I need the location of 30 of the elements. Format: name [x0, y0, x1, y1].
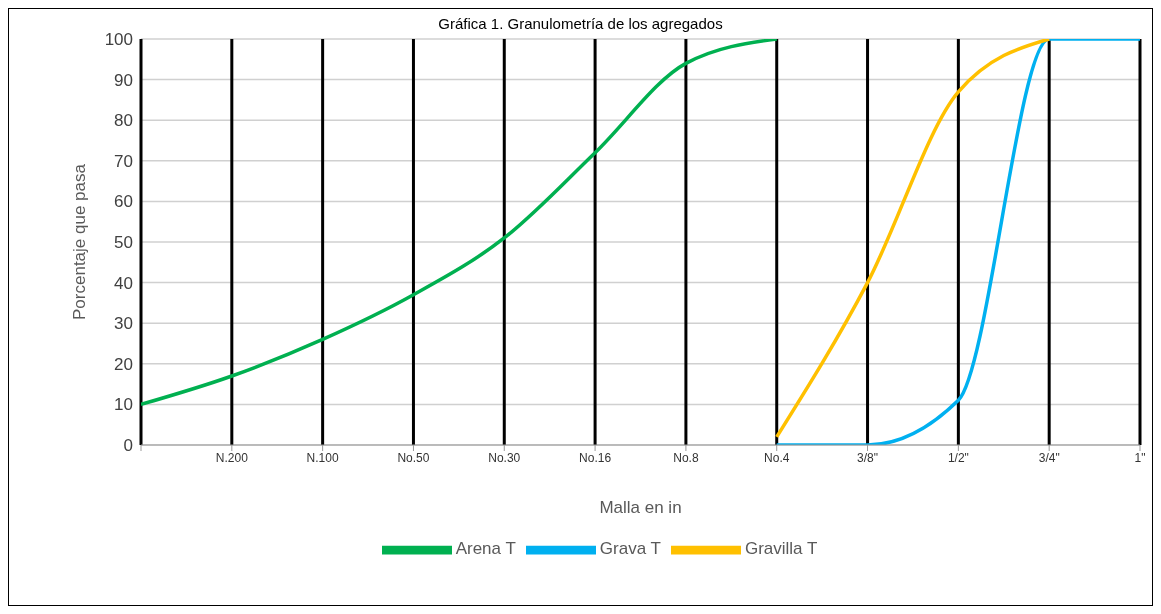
y-tick-label: 30 [114, 314, 133, 334]
x-tick-label: N.200 [215, 450, 249, 465]
y-tick-label: 50 [114, 233, 133, 253]
x-tick-label: No.8 [673, 450, 699, 465]
legend-label: Grava T [599, 539, 661, 559]
x-tick-label: No.16 [579, 450, 612, 465]
x-tick-label: No.50 [397, 450, 430, 465]
y-tick-label: 90 [114, 70, 133, 90]
x-tick-label: No.30 [488, 450, 521, 465]
y-tick-label: 70 [114, 151, 133, 171]
y-tick-label: 20 [114, 354, 133, 374]
y-tick-label: 10 [114, 395, 133, 415]
x-axis-title: Malla en in [599, 498, 682, 517]
x-tick-label: 1/2" [947, 450, 969, 465]
y-tick-label: 60 [114, 192, 133, 212]
y-tick-label: 0 [123, 436, 133, 456]
line-series [774, 39, 1051, 439]
x-tick-label: N.100 [306, 450, 339, 465]
chart-title: Gráfica 1. Granulometría de los agregados [437, 15, 724, 32]
y-axis-title: Porcentaje que pasa [70, 163, 90, 320]
y-tick-label: 40 [114, 273, 133, 293]
y-tick-label: 100 [104, 30, 133, 50]
x-tick-label: 1" [1134, 450, 1146, 465]
y-tick-label: 80 [114, 111, 133, 131]
x-tick-label: 3/4" [1038, 450, 1060, 465]
line-series [141, 39, 779, 407]
x-tick-label: No.4 [764, 450, 790, 465]
x-tick-label: 3/8" [857, 450, 879, 465]
legend-label: Gravilla T [744, 539, 818, 559]
legend-label: Arena T [455, 539, 516, 559]
